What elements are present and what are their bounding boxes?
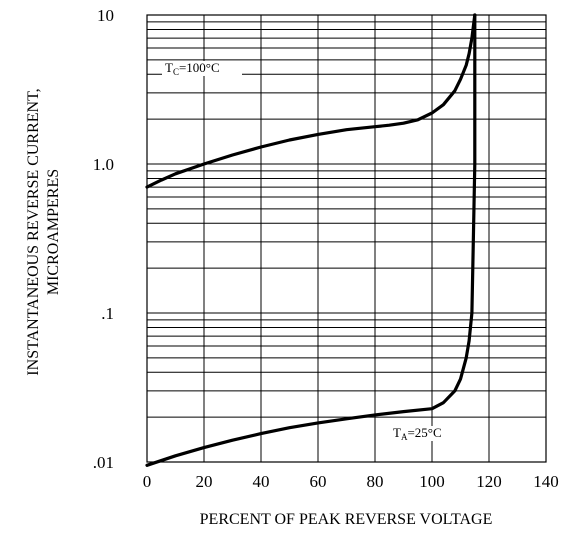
y-tick-label: 1.0 [93,155,114,174]
x-tick-label: 0 [143,472,152,491]
y-axis-title-line: MICROAMPERES [45,169,62,295]
x-tick-label: 80 [367,472,384,491]
x-tick-label: 40 [253,472,270,491]
x-tick-label: 100 [419,472,445,491]
curve-ta-25c [145,13,477,467]
annotation-ta-25c: TA=25°C [393,425,442,442]
curve-annotations: TC=100°C TA=25°C [162,60,462,442]
x-axis-ticks: 0 20 40 60 80 100 120 140 [143,472,559,491]
y-tick-label: .1 [101,304,114,323]
y-axis-ticks: .01 .1 1.0 10 [93,6,114,472]
grid [147,15,546,462]
annotation-bg [162,61,242,76]
annotation-tc-100c: TC=100°C [165,60,220,77]
y-axis-title-line: INSTANTANEOUS REVERSE CURRENT, [25,88,42,375]
curve-tc-100c [145,13,477,189]
x-tick-label: 140 [533,472,559,491]
curves [145,13,477,467]
x-tick-label: 20 [196,472,213,491]
x-axis-title: PERCENT OF PEAK REVERSE VOLTAGE [200,511,493,528]
x-tick-label: 120 [476,472,502,491]
annotation-bg [390,426,462,441]
x-tick-label: 60 [310,472,327,491]
y-tick-label: 10 [97,6,114,25]
y-axis-title: INSTANTANEOUS REVERSE CURRENT, MICROAMPER… [25,88,62,375]
y-tick-label: .01 [93,453,114,472]
plot-frame [146,14,547,463]
